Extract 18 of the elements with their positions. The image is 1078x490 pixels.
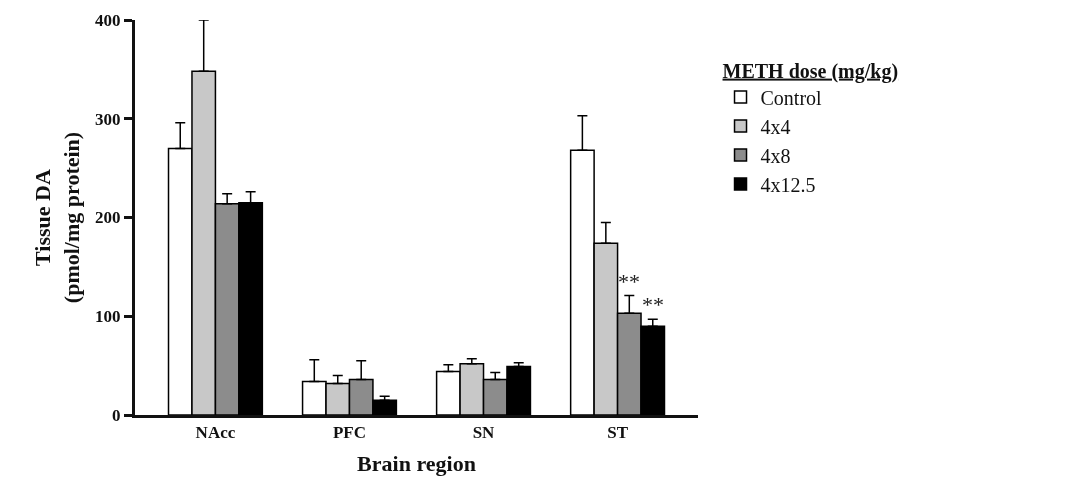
y-tick-label: 400 [95, 10, 121, 30]
y-axis-title: Tissue DA (pmol/mg protein) [30, 131, 84, 304]
x-tick-label: SN [472, 423, 496, 443]
y-tick-label: 100 [95, 307, 121, 327]
y-tick-label: 200 [95, 208, 121, 228]
legend-label: 4x8 [760, 144, 791, 167]
legend-title: METH dose (mg/kg) [722, 59, 899, 83]
x-axis-title: Brain region [357, 451, 476, 477]
legend-label: Control [760, 86, 823, 109]
annotation: ** [642, 292, 664, 317]
x-tick-label: ST [607, 423, 629, 443]
y-tick-label: 0 [112, 405, 121, 425]
legend-label: 4x4 [760, 115, 791, 138]
x-tick-label: PFC [332, 423, 366, 443]
annotation: ** [618, 269, 640, 294]
x-tick-label: NAcc [195, 423, 236, 443]
y-tick-label: 300 [95, 109, 121, 129]
legend-label: 4x12.5 [760, 173, 816, 196]
